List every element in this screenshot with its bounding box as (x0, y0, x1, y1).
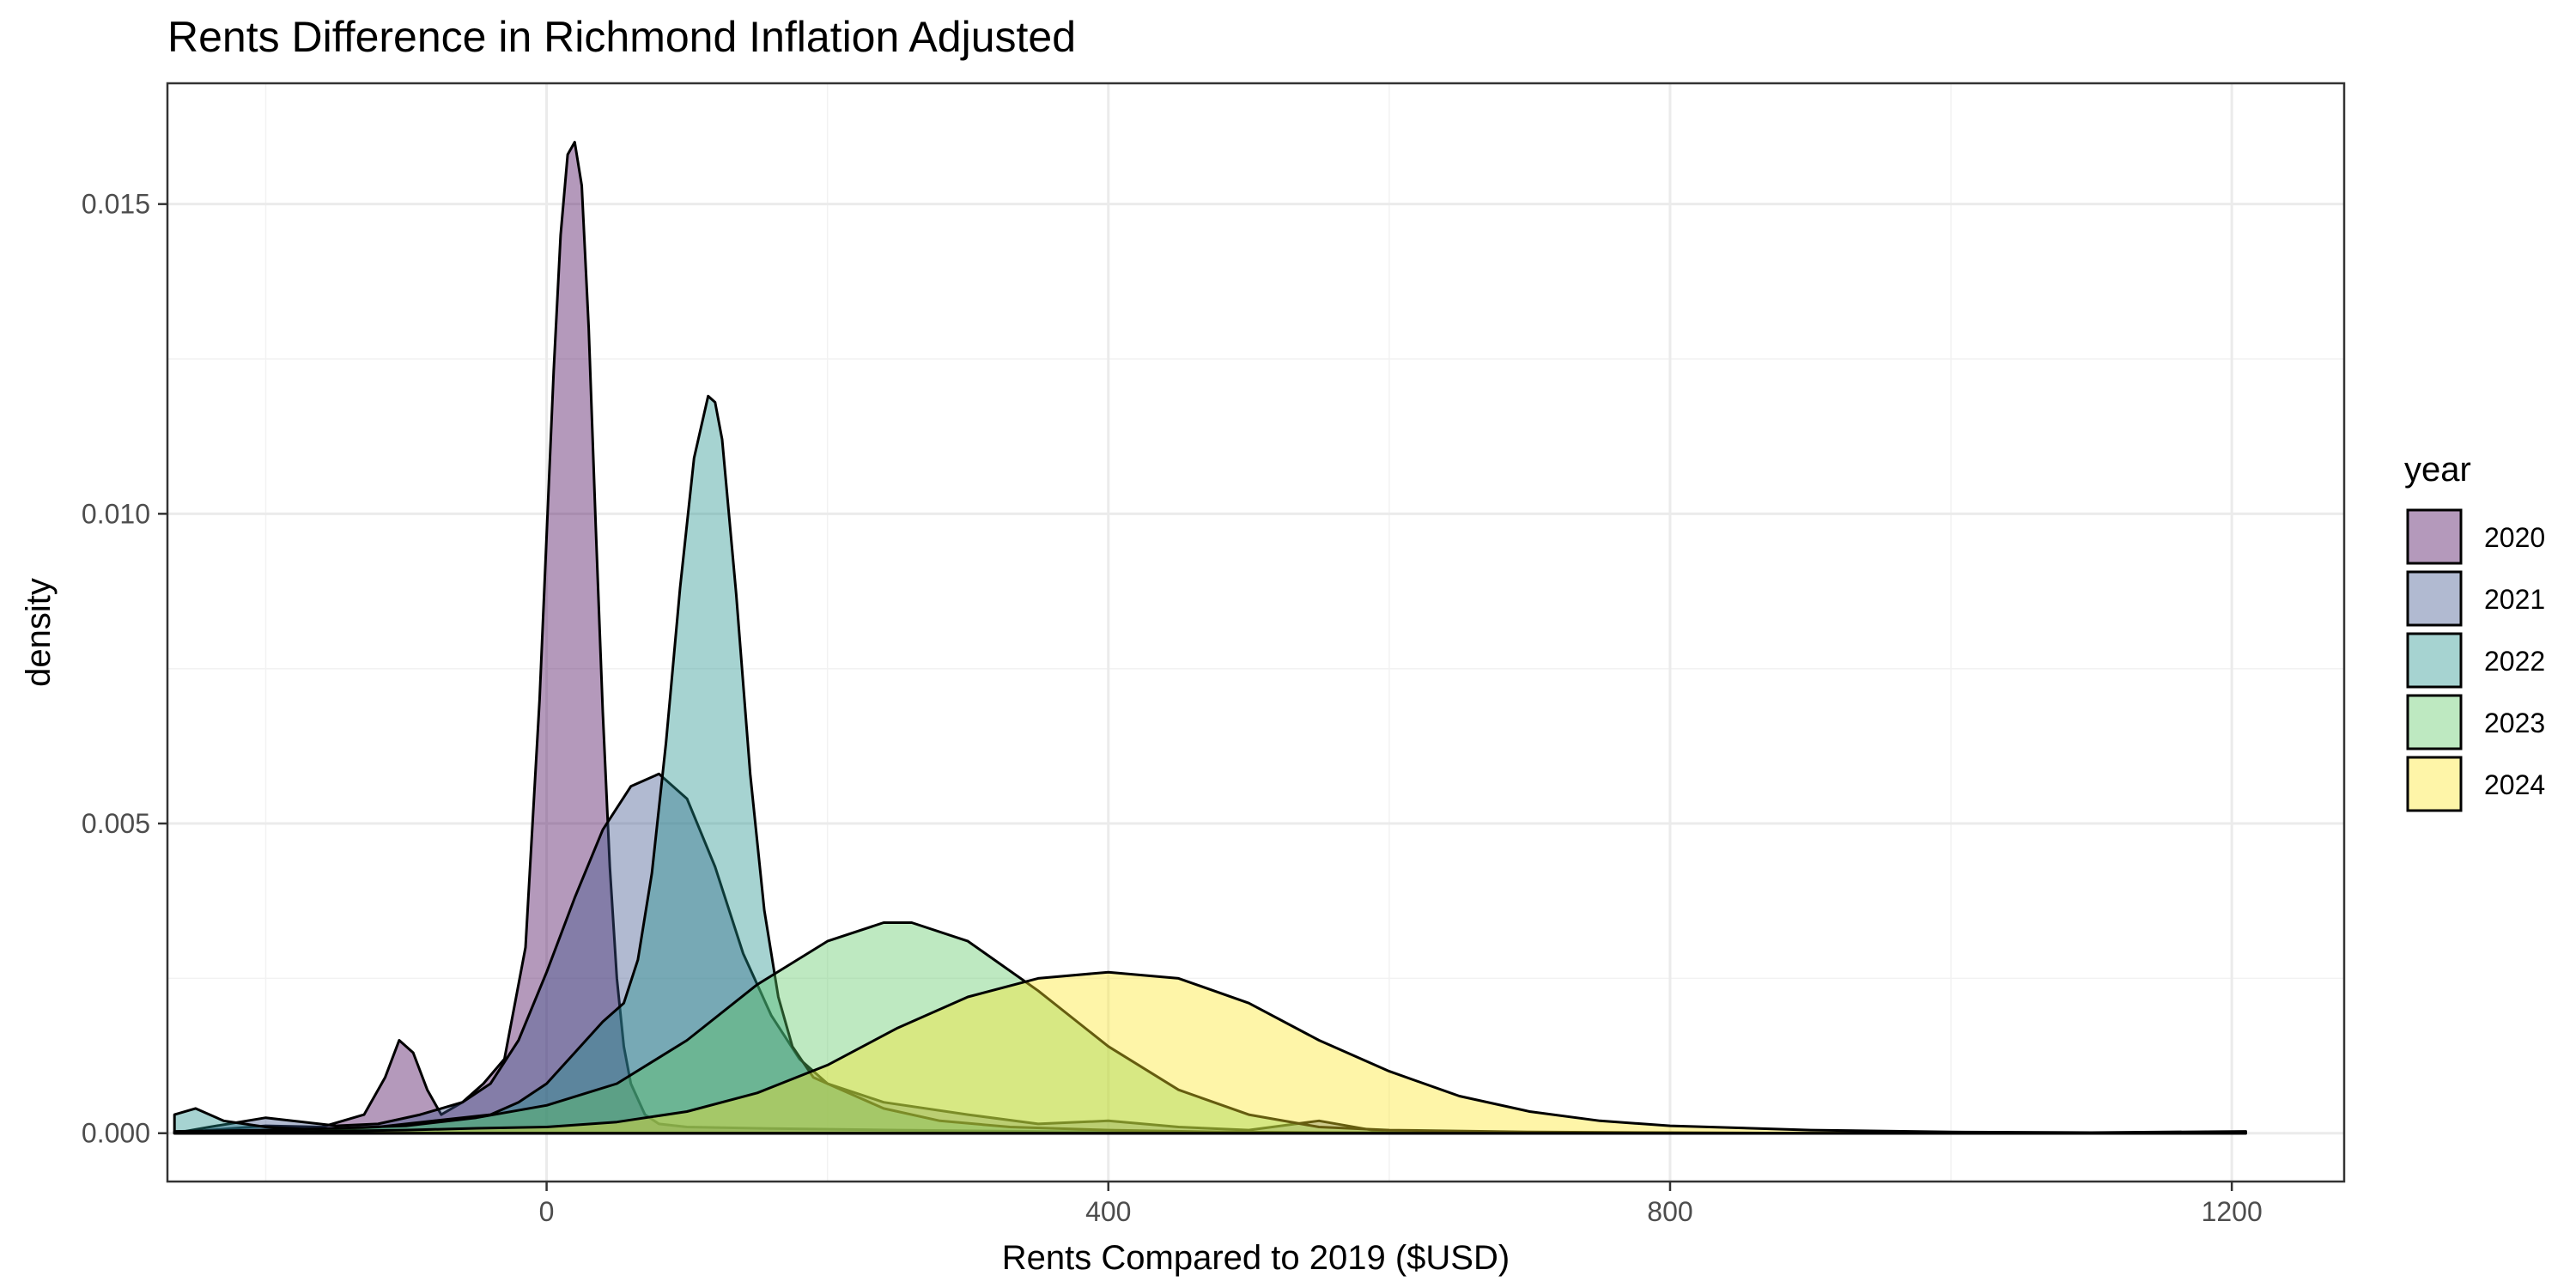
legend-key-2024 (2406, 756, 2463, 812)
x-tick-label: 0 (539, 1196, 555, 1227)
x-tick-label: 400 (1085, 1196, 1131, 1227)
x-axis-title: Rents Compared to 2019 ($USD) (1002, 1239, 1510, 1277)
density-area-2020 (173, 141, 2247, 1135)
legend-label: 2022 (2484, 646, 2545, 677)
y-tick-label: 0.005 (82, 808, 150, 839)
legend-label: 2020 (2484, 522, 2545, 553)
legend-key-background (2407, 571, 2462, 626)
y-tick-label: 0.000 (82, 1118, 150, 1149)
legend-key-2023 (2406, 694, 2463, 750)
legend-key-background (2407, 509, 2462, 564)
legend-label: 2021 (2484, 584, 2545, 615)
legend-label: 2024 (2484, 769, 2545, 800)
x-tick-label: 800 (1647, 1196, 1692, 1227)
density-area-2024 (173, 970, 2247, 1135)
y-axis-title: density (20, 578, 58, 687)
density-area-2021 (173, 772, 2247, 1135)
chart-title: Rents Difference in Richmond Inflation A… (167, 13, 1076, 61)
y-tick-label: 0.010 (82, 498, 150, 529)
y-tick-label: 0.015 (82, 189, 150, 220)
legend-key-background (2407, 633, 2462, 688)
legend-key-background (2407, 756, 2462, 811)
x-tick-label: 1200 (2202, 1196, 2263, 1227)
panel-border (166, 82, 2346, 1183)
legend-key-2020 (2406, 508, 2463, 565)
legend: year 2020 2021 2022 2023 2024 (2404, 451, 2545, 812)
axes: 0 400 800 1200 0.000 0.005 0.010 0.015 (82, 82, 2346, 1227)
plot-area (167, 83, 2344, 1182)
legend-key-2021 (2406, 570, 2463, 627)
legend-key-background (2407, 695, 2462, 750)
legend-label: 2023 (2484, 708, 2545, 738)
panel-background (167, 83, 2344, 1182)
legend-title: year (2404, 451, 2471, 489)
legend-key-2022 (2406, 632, 2463, 689)
